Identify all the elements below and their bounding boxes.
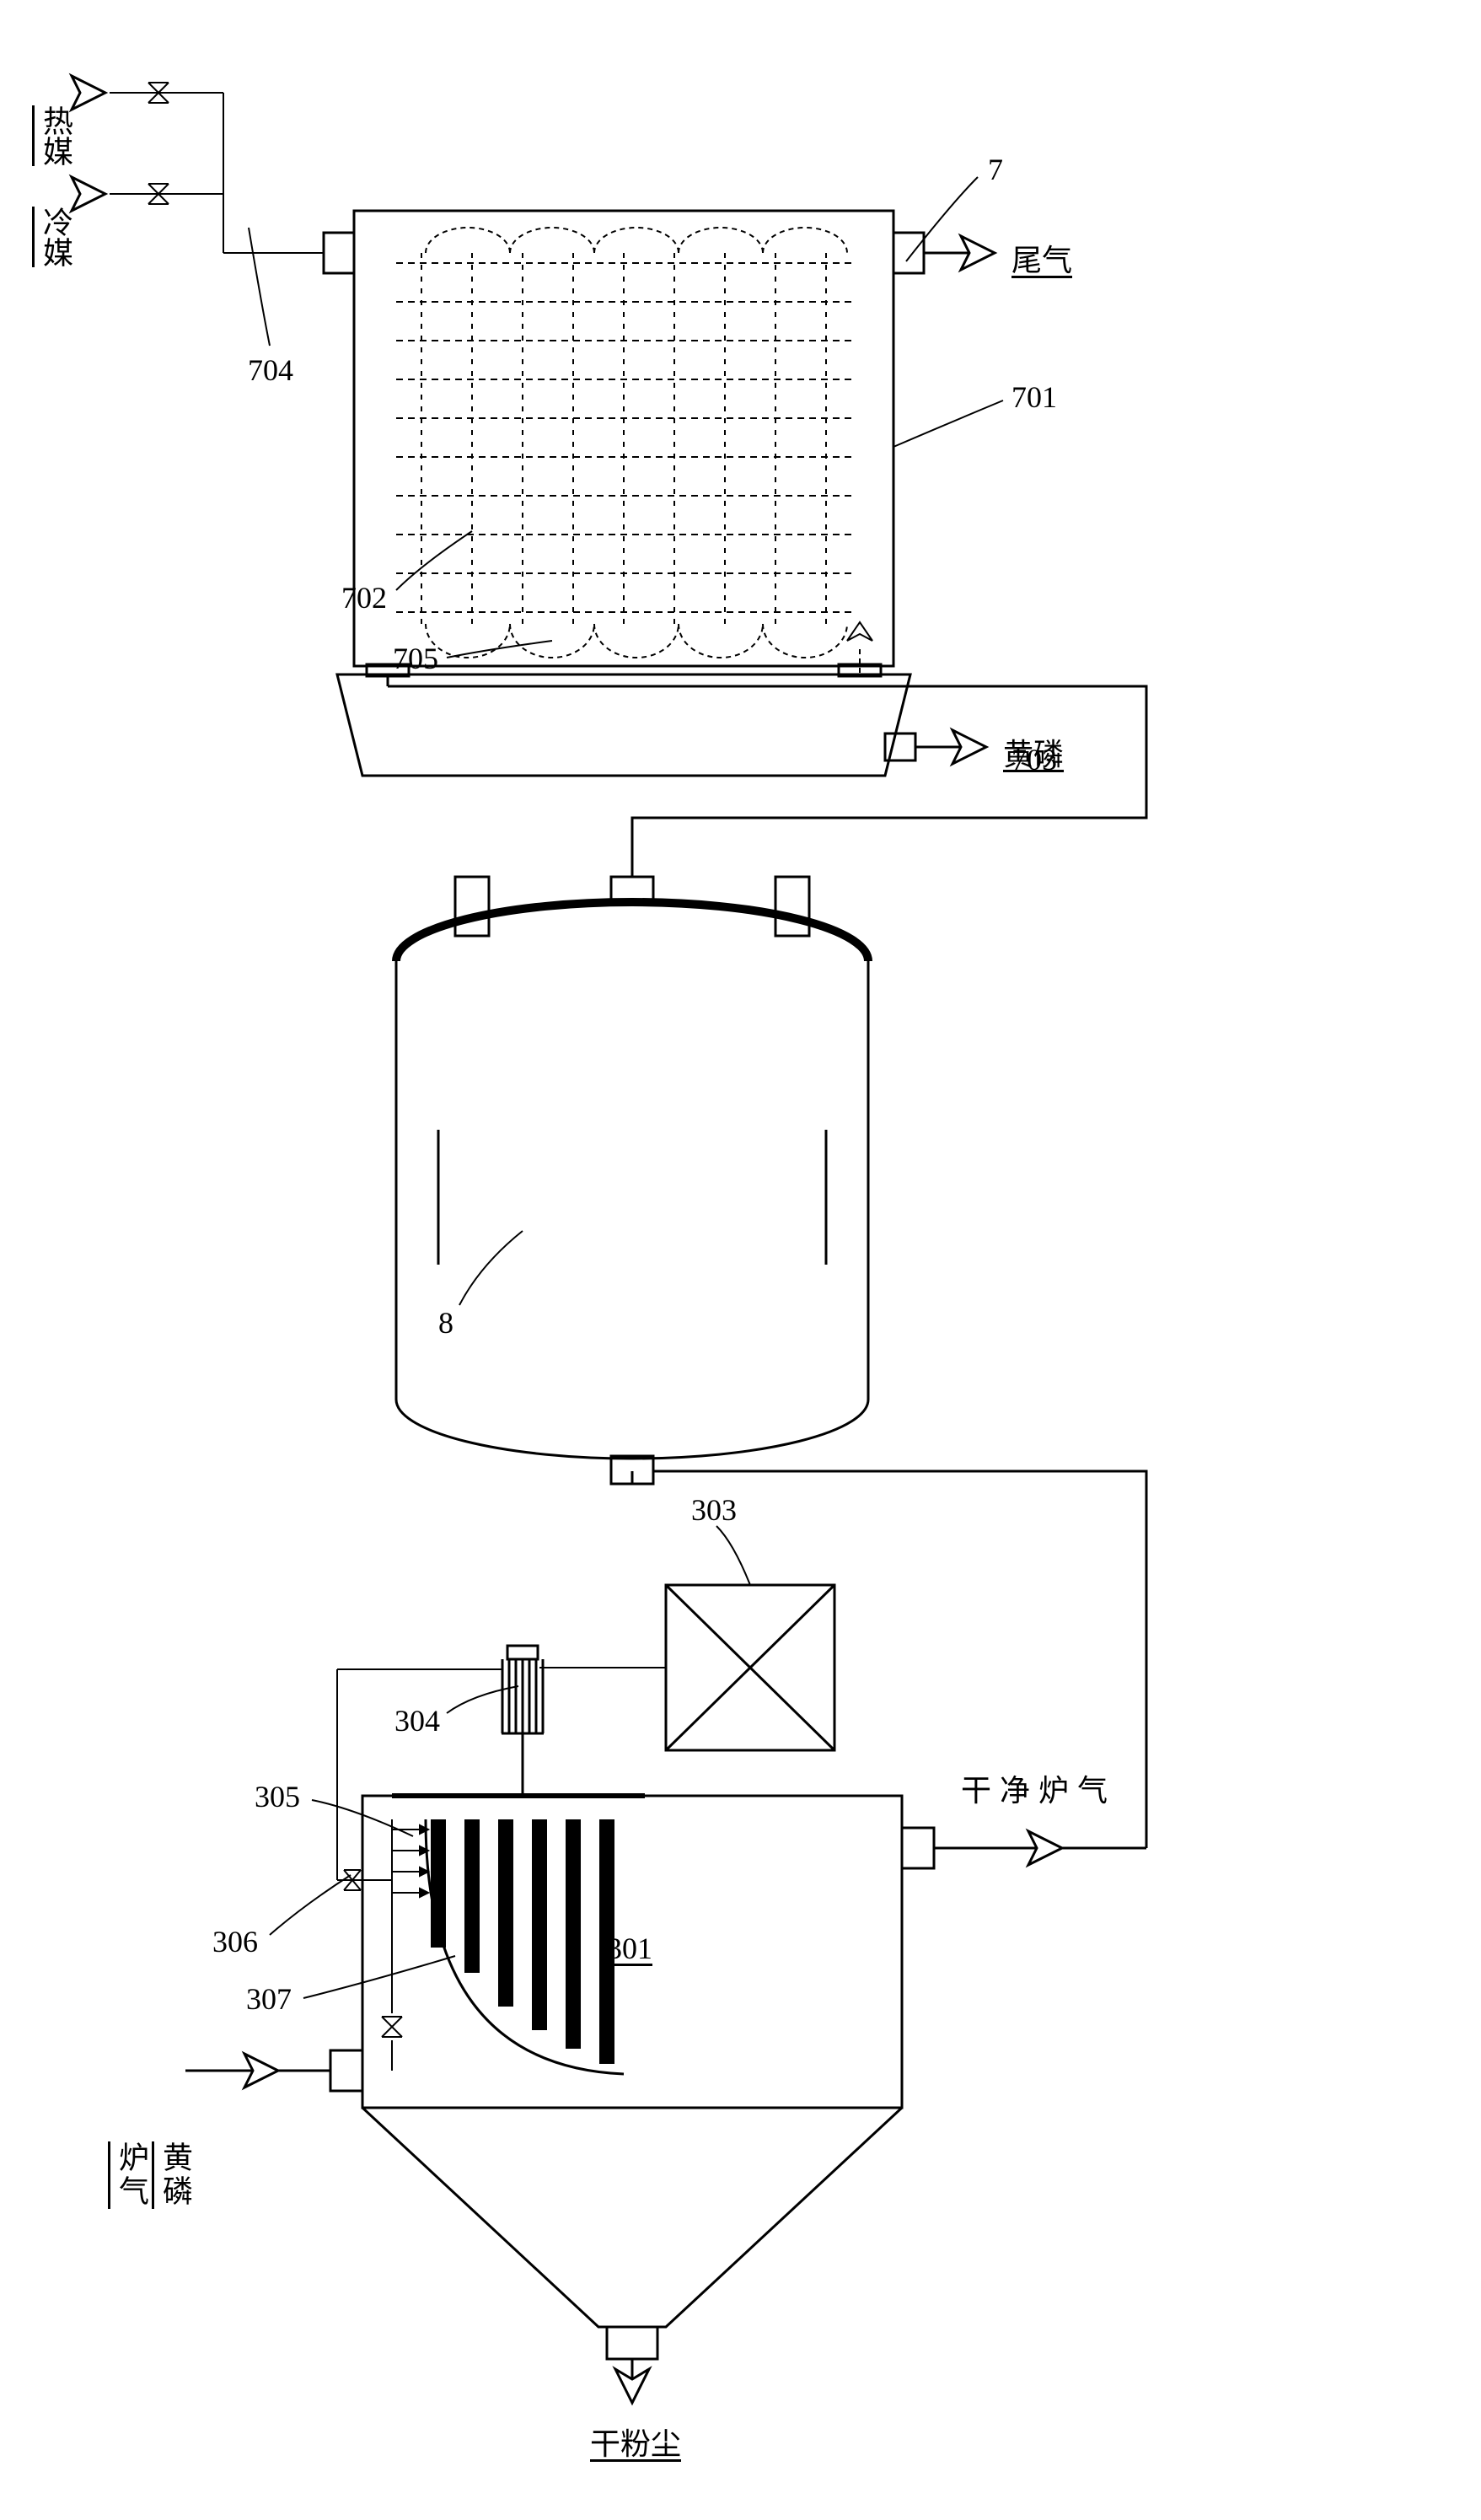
label-clean-gas: 干净炉气: [961, 1766, 1116, 1810]
num-8: 8: [438, 1305, 453, 1341]
box-303: [539, 1585, 834, 1750]
finned-header-304: [502, 1646, 544, 1733]
label-hot-medium: 热媒: [34, 105, 78, 166]
num-306: 306: [212, 1924, 258, 1959]
num-305: 305: [255, 1779, 300, 1814]
buffer-tank-8: [396, 877, 868, 1484]
flow-arrows: [72, 76, 1062, 2403]
num-7: 7: [988, 152, 1003, 187]
label-cold-medium: 冷媒: [34, 207, 78, 267]
label-dry-dust: 干粉尘: [590, 2420, 681, 2464]
u-bends-705: [426, 228, 847, 658]
media-manifold-704: [110, 83, 324, 253]
num-703: 703: [1011, 742, 1057, 777]
condenser-7: [110, 83, 924, 776]
num-301: 301: [607, 1931, 652, 1966]
num-304: 304: [394, 1703, 440, 1738]
label-inlet-gas: 黄磷 炉气: [110, 2141, 197, 2209]
num-702: 702: [341, 580, 387, 615]
num-704: 704: [248, 352, 293, 388]
filter-unit-301: [330, 1646, 934, 2359]
num-307: 307: [246, 1981, 292, 2017]
process-diagram-svg: [0, 0, 1481, 2520]
num-303: 303: [691, 1492, 737, 1528]
filter-plates-307: [438, 1819, 607, 2064]
diagram-canvas: 黄磷 炉气 干粉尘 干净炉气 冷媒 热媒 尾气 黄磷 303 304 305 3…: [0, 0, 1481, 2520]
num-701: 701: [1011, 379, 1057, 415]
num-705: 705: [393, 641, 438, 676]
label-tail-gas: 尾气: [1011, 236, 1072, 280]
nozzles: [392, 1825, 428, 1897]
